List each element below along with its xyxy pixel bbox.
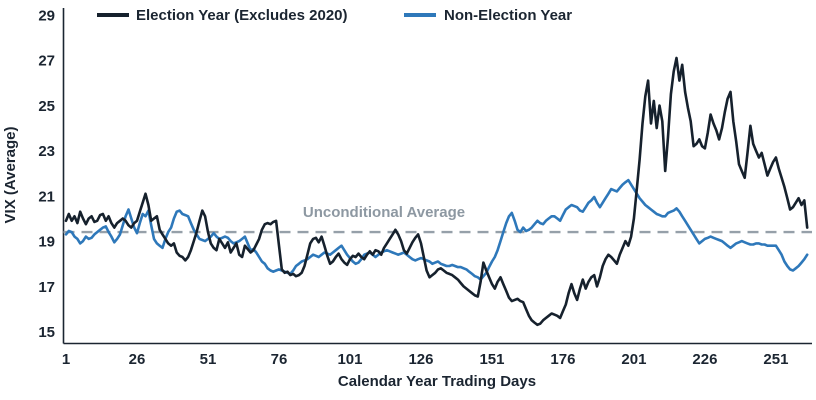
y-tick-label: 17	[38, 279, 55, 296]
x-tick-label: 226	[692, 351, 717, 368]
y-tick-label: 29	[38, 8, 55, 25]
x-tick-label: 51	[200, 351, 217, 368]
x-axis-ticks: 1 26 51 76 101 126 151 176 201 226 251	[62, 351, 789, 368]
x-tick-label: 26	[129, 351, 146, 368]
y-tick-label: 21	[38, 188, 55, 205]
y-axis-title: VIX (Average)	[2, 127, 19, 224]
axes	[62, 8, 812, 345]
x-tick-label: 126	[408, 351, 433, 368]
legend-label-election: Election Year (Excludes 2020)	[136, 7, 348, 24]
legend: Election Year (Excludes 2020) Non-Electi…	[97, 7, 572, 24]
y-tick-label: 19	[38, 234, 55, 251]
x-tick-label: 1	[62, 351, 70, 368]
x-tick-label: 201	[621, 351, 646, 368]
legend-label-non-election: Non-Election Year	[444, 7, 572, 24]
x-tick-label: 176	[550, 351, 575, 368]
y-tick-label: 15	[38, 324, 55, 341]
y-tick-label: 25	[38, 98, 55, 115]
x-tick-label: 76	[271, 351, 288, 368]
y-axis-ticks: 15 17 19 21 23 25 27 29	[38, 8, 55, 342]
election-year-line	[64, 56, 809, 327]
y-tick-label: 27	[38, 53, 55, 70]
x-tick-label: 251	[763, 351, 788, 368]
y-tick-label: 23	[38, 143, 55, 160]
x-tick-label: 101	[337, 351, 362, 368]
unconditional-average-label: Unconditional Average	[303, 204, 465, 221]
x-axis-title: Calendar Year Trading Days	[338, 373, 536, 390]
non-election-year-line	[64, 178, 809, 281]
x-tick-label: 151	[479, 351, 504, 368]
